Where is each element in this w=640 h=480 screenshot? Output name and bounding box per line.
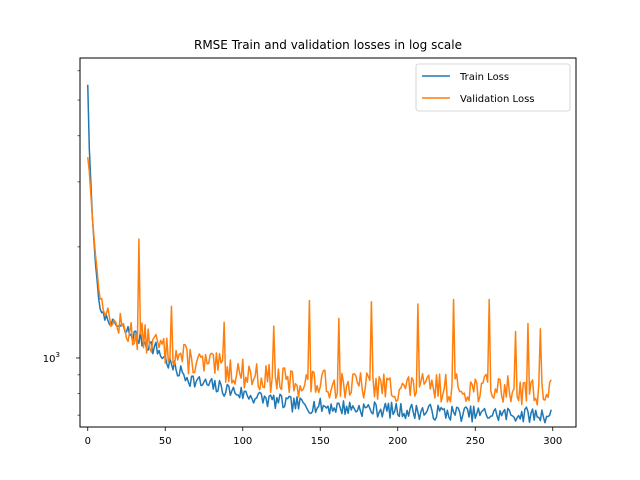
legend-label: Validation Loss [460,94,535,105]
x-tick-label: 250 [466,436,485,447]
axes-frame [79,57,577,428]
series-line-validation-loss [87,157,552,406]
x-axis: 0 50 100 150 200 250 300 [85,427,562,447]
x-tick-label: 200 [388,436,407,447]
chart-title: RMSE Train and validation losses in log … [194,38,462,52]
legend-box [415,63,571,112]
x-tick-label: 100 [233,436,252,447]
x-tick-label: 150 [311,436,330,447]
y-tick-label: 103 [43,351,60,365]
x-tick-label: 0 [85,436,91,447]
plot-area [87,84,552,424]
x-tick-label: 300 [543,436,562,447]
legend: Train Loss Validation Loss [415,63,571,112]
x-tick-label: 50 [159,436,172,447]
legend-label: Train Loss [459,72,509,83]
